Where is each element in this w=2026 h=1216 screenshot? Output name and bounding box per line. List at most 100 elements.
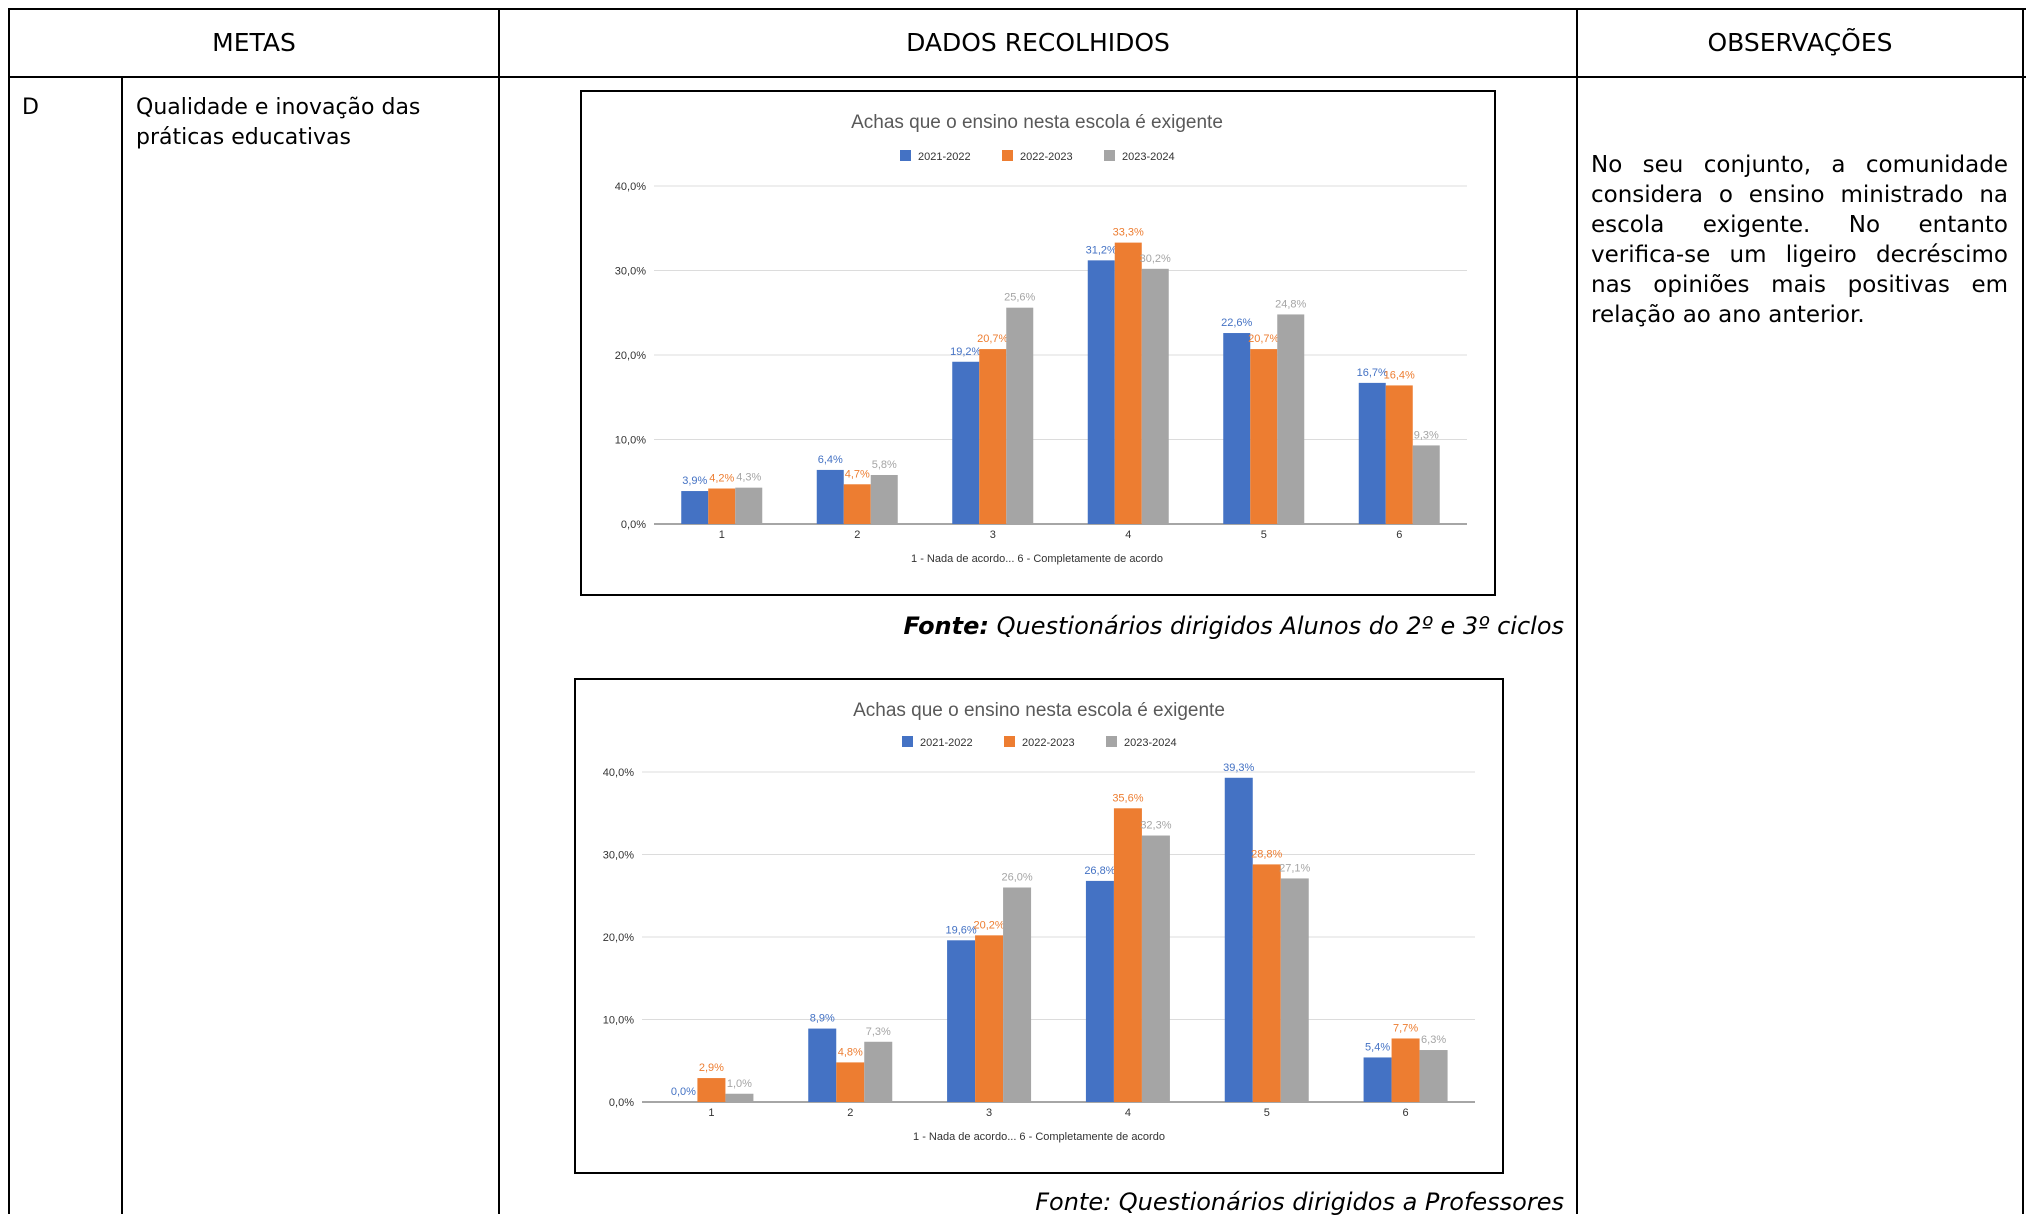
metas-column-divider <box>498 8 500 1214</box>
bar-2022-2023 <box>1113 808 1142 1102</box>
x-axis-label: 1 - Nada de acordo... 6 - Completamente … <box>913 1131 1165 1143</box>
x-tick-label: 5 <box>1261 529 1267 541</box>
data-label: 4,7% <box>845 468 870 480</box>
data-label: 26,8% <box>1084 865 1115 877</box>
bar-2023-2024 <box>1277 314 1305 524</box>
data-label: 28,8% <box>1251 848 1282 860</box>
data-label: 24,8% <box>1275 298 1306 310</box>
legend-label: 2021-2022 <box>918 151 971 163</box>
data-label: 19,2% <box>950 346 981 358</box>
bar-2023-2024 <box>725 1093 754 1102</box>
data-label: 31,2% <box>1086 244 1117 256</box>
data-label: 16,7% <box>1357 367 1388 379</box>
data-label: 20,2% <box>973 919 1004 931</box>
bar-2021-2022 <box>952 361 980 524</box>
data-label: 4,8% <box>838 1046 863 1058</box>
data-label: 25,6% <box>1004 292 1035 304</box>
bar-2022-2023 <box>1250 349 1278 524</box>
bar-2023-2024 <box>1003 887 1032 1102</box>
data-label: 1,0% <box>727 1078 752 1090</box>
data-label: 3,9% <box>682 475 707 487</box>
x-tick-label: 5 <box>1264 1107 1270 1119</box>
y-tick-label: 40,0% <box>603 767 634 779</box>
y-tick-label: 20,0% <box>615 350 646 362</box>
bar-2021-2022 <box>681 491 709 524</box>
data-label: 20,7% <box>1248 333 1279 345</box>
table-left-border <box>8 8 10 1214</box>
legend-label: 2022-2023 <box>1022 737 1075 749</box>
legend-swatch <box>1004 736 1015 747</box>
y-tick-label: 20,0% <box>603 932 634 944</box>
legend-label: 2021-2022 <box>920 737 973 749</box>
bar-2023-2024 <box>1280 878 1309 1102</box>
x-tick-label: 2 <box>854 529 860 541</box>
bar-2023-2024 <box>1419 1050 1448 1102</box>
chart-students: Achas que o ensino nesta escola é exigen… <box>580 90 1496 596</box>
x-tick-label: 6 <box>1396 529 1402 541</box>
bar-2021-2022 <box>1087 260 1115 524</box>
data-label: 30,2% <box>1140 253 1171 265</box>
chart-title: Achas que o ensino nesta escola é exigen… <box>851 112 1223 133</box>
data-label: 2,9% <box>699 1062 724 1074</box>
data-label: 20,7% <box>977 333 1008 345</box>
caption-students-label: Fonte: <box>903 612 989 640</box>
data-label: 6,4% <box>818 454 843 466</box>
chart-teachers: Achas que o ensino nesta escola é exigen… <box>574 678 1504 1174</box>
data-label: 8,9% <box>810 1013 835 1025</box>
data-label: 7,3% <box>866 1026 891 1038</box>
goal-title-line1: Qualidade e inovação das <box>136 95 421 120</box>
bar-2022-2023 <box>1114 242 1142 525</box>
header-bottom-border <box>8 76 2026 78</box>
data-label: 22,6% <box>1221 317 1252 329</box>
y-tick-label: 30,0% <box>615 266 646 278</box>
y-tick-label: 30,0% <box>603 850 634 862</box>
y-tick-label: 10,0% <box>615 435 646 447</box>
bar-2021-2022 <box>1358 382 1386 524</box>
data-label: 4,2% <box>709 473 734 485</box>
x-tick-label: 2 <box>847 1107 853 1119</box>
legend-swatch <box>1002 150 1013 161</box>
bar-2021-2022 <box>947 940 976 1102</box>
chart-title: Achas que o ensino nesta escola é exigen… <box>853 700 1225 721</box>
dados-column-divider <box>1576 8 1578 1214</box>
bar-2023-2024 <box>1412 445 1440 524</box>
data-label: 4,3% <box>736 472 761 484</box>
bar-2022-2023 <box>1391 1038 1420 1102</box>
header-metas: METAS <box>212 27 296 57</box>
bar-2022-2023 <box>843 484 871 524</box>
x-tick-label: 3 <box>990 529 996 541</box>
data-label: 0,0% <box>671 1086 696 1098</box>
bar-2021-2022 <box>1085 880 1114 1102</box>
goal-letter: D <box>22 95 39 120</box>
bar-2023-2024 <box>870 474 898 524</box>
data-label: 5,8% <box>872 459 897 471</box>
bar-2021-2022 <box>1223 333 1251 524</box>
data-label: 27,1% <box>1279 862 1310 874</box>
chart-students-svg: Achas que o ensino nesta escola é exigen… <box>615 112 1467 565</box>
observations-text: No seu conjunto, a comunidade considera … <box>1591 152 2008 328</box>
bar-2022-2023 <box>979 349 1007 524</box>
letter-column-divider <box>121 76 123 1214</box>
bar-2021-2022 <box>816 469 844 524</box>
data-label: 16,4% <box>1384 369 1415 381</box>
bar-2022-2023 <box>1252 864 1281 1102</box>
bar-2021-2022 <box>1224 777 1253 1102</box>
table-top-border <box>8 8 2026 10</box>
bar-2022-2023 <box>708 488 736 524</box>
bar-2023-2024 <box>1141 268 1169 524</box>
data-label: 19,6% <box>945 924 976 936</box>
table-right-border <box>2022 8 2024 1214</box>
x-tick-label: 3 <box>986 1107 992 1119</box>
data-label: 7,7% <box>1393 1022 1418 1034</box>
x-tick-label: 4 <box>1125 1107 1131 1119</box>
legend-swatch <box>1104 150 1115 161</box>
data-label: 39,3% <box>1223 762 1254 774</box>
bar-2021-2022 <box>1363 1057 1392 1102</box>
legend-swatch <box>902 736 913 747</box>
bar-2022-2023 <box>975 935 1004 1102</box>
data-label: 26,0% <box>1001 872 1032 884</box>
caption-students-text: Questionários dirigidos Alunos do 2º e 3… <box>988 612 1564 640</box>
legend-swatch <box>1106 736 1117 747</box>
x-tick-label: 1 <box>708 1107 714 1119</box>
x-tick-label: 6 <box>1403 1107 1409 1119</box>
